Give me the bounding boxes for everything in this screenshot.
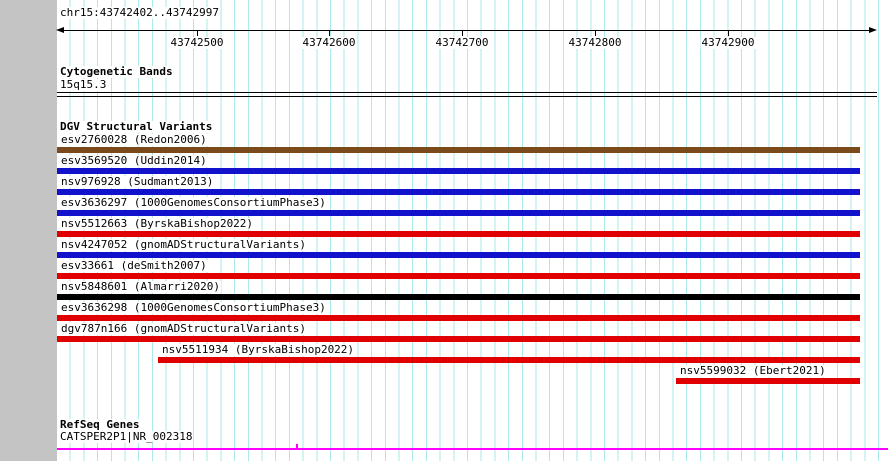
variant-label: esv3636298 (1000GenomesConsortiumPhase3) <box>60 301 327 314</box>
ruler-right-arrow-icon <box>869 27 877 33</box>
ruler-tick <box>197 31 198 36</box>
gridline-background <box>57 0 884 461</box>
band-track-top-line <box>57 92 877 93</box>
variant-bar[interactable] <box>57 336 860 342</box>
dgv-structural-variants-title: DGV Structural Variants <box>59 120 214 133</box>
variant-label: nsv5511934 (ByrskaBishop2022) <box>161 343 356 356</box>
variant-label: esv33661 (deSmith2007) <box>60 259 208 272</box>
ruler-coordinate-label: 43742700 <box>434 36 490 49</box>
ruler-tick <box>595 31 596 36</box>
variant-bar[interactable] <box>57 189 860 195</box>
variant-bar[interactable] <box>57 168 860 174</box>
region-coordinates-label: chr15:43742402..43742997 <box>59 6 220 19</box>
variant-bar[interactable] <box>57 231 860 237</box>
cytogenetic-bands-title: Cytogenetic Bands <box>59 65 174 78</box>
variant-bar[interactable] <box>57 273 860 279</box>
variant-label: nsv5512663 (ByrskaBishop2022) <box>60 217 255 230</box>
ruler-line <box>63 30 870 31</box>
variant-bar[interactable] <box>676 378 860 384</box>
variant-bar[interactable] <box>57 210 860 216</box>
variant-bar[interactable] <box>57 147 860 153</box>
variant-label: nsv4247052 (gnomADStructuralVariants) <box>60 238 308 251</box>
variant-label: esv3636297 (1000GenomesConsortiumPhase3) <box>60 196 327 209</box>
ruler-tick <box>462 31 463 36</box>
left-gutter <box>0 0 57 461</box>
ruler-tick <box>329 31 330 36</box>
variant-label: nsv5599032 (Ebert2021) <box>679 364 827 377</box>
gene-line[interactable] <box>57 448 888 450</box>
band-track-bottom-line <box>57 96 877 97</box>
gene-name-label: CATSPER2P1|NR_002318 <box>59 430 194 443</box>
variant-bar[interactable] <box>57 315 860 321</box>
ruler-tick <box>728 31 729 36</box>
ruler-left-arrow-icon <box>56 27 64 33</box>
variant-label: esv3569520 (Uddin2014) <box>60 154 208 167</box>
gene-exon-tick <box>296 444 298 449</box>
variant-bar[interactable] <box>158 357 860 363</box>
variant-bar[interactable] <box>57 252 860 258</box>
variant-label: nsv976928 (Sudmant2013) <box>60 175 215 188</box>
variant-label: dgv787n166 (gnomADStructuralVariants) <box>60 322 308 335</box>
ruler-coordinate-label: 43742800 <box>567 36 623 49</box>
ruler-coordinate-label: 43742600 <box>301 36 357 49</box>
refseq-genes-title: RefSeq Genes <box>59 418 141 431</box>
ruler-coordinate-label: 43742500 <box>169 36 225 49</box>
variant-label: esv2760028 (Redon2006) <box>60 133 208 146</box>
cytogenetic-band-label: 15q15.3 <box>59 78 108 91</box>
ruler-coordinate-label: 43742900 <box>700 36 756 49</box>
variant-label: nsv5848601 (Almarri2020) <box>60 280 221 293</box>
variant-bar[interactable] <box>57 294 860 300</box>
